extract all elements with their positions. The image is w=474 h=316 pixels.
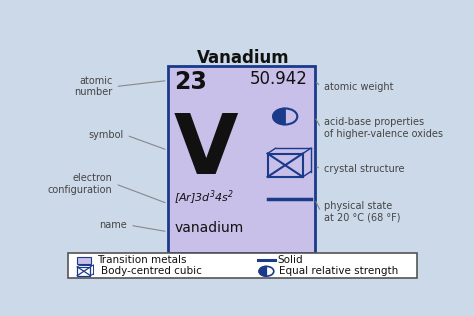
Bar [168,66,315,253]
Text: symbol: symbol [88,130,124,140]
Bar [267,154,303,177]
Text: vanadium: vanadium [174,221,244,234]
Text: Solid: Solid [278,255,303,265]
Text: V: V [173,110,238,191]
Text: Transition metals: Transition metals [97,255,186,265]
Bar [76,257,91,264]
Bar [68,253,418,277]
Text: physical state
at 20 °C (68 °F): physical state at 20 °C (68 °F) [324,201,400,223]
Text: 23: 23 [174,70,207,94]
Text: name: name [100,220,127,230]
Bar [77,267,91,276]
Text: crystal structure: crystal structure [324,164,404,174]
Text: electron
configuration: electron configuration [48,173,112,195]
Text: Vanadium: Vanadium [197,49,289,67]
Text: $\mathregular{[Ar]3d^{3}4s^{2}}$: $\mathregular{[Ar]3d^{3}4s^{2}}$ [174,189,234,207]
Polygon shape [273,108,285,125]
Polygon shape [259,266,266,276]
Text: 50.942: 50.942 [250,70,308,88]
Text: acid-base properties
of higher-valence oxides: acid-base properties of higher-valence o… [324,117,443,139]
Text: atomic
number: atomic number [74,76,112,97]
Text: Body-centred cubic: Body-centred cubic [101,266,201,276]
Text: atomic weight: atomic weight [324,82,393,92]
Text: Equal relative strength: Equal relative strength [279,266,399,276]
